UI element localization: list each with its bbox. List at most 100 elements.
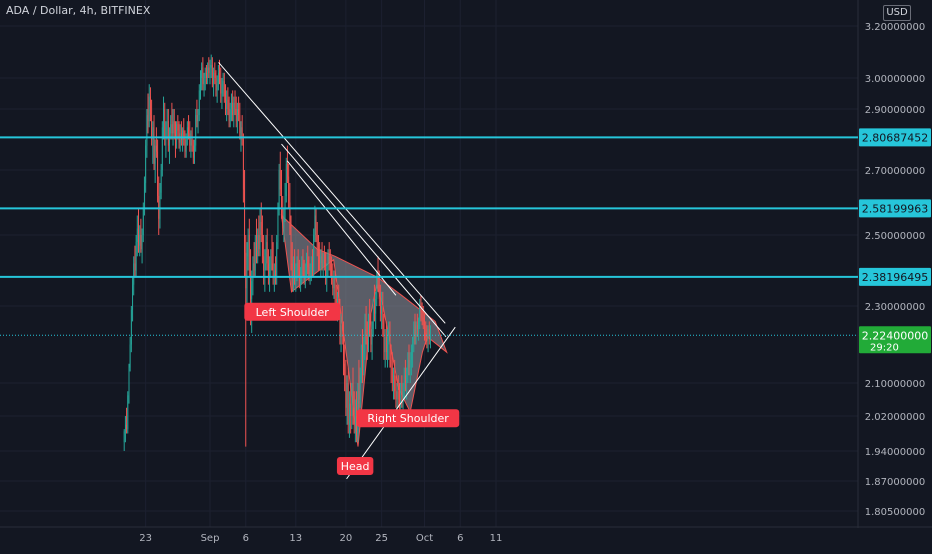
candle <box>421 302 423 326</box>
candle <box>143 176 145 216</box>
candle-body <box>209 67 211 73</box>
candle-body <box>219 72 220 78</box>
candle <box>214 62 216 85</box>
candle-body <box>310 263 312 271</box>
candle <box>242 133 244 203</box>
candle <box>266 228 268 271</box>
symbol-title[interactable]: ADA / Dollar, 4h, BITFINEX <box>6 4 151 17</box>
candle <box>373 284 375 322</box>
candle <box>428 321 430 345</box>
candle-body <box>252 263 254 282</box>
candle <box>290 215 292 271</box>
candle-body <box>371 329 373 345</box>
candle <box>171 102 173 140</box>
candle-body <box>412 344 413 353</box>
candle-body <box>145 145 147 183</box>
candle <box>385 321 387 360</box>
candle <box>196 99 198 128</box>
candle-body <box>425 332 427 337</box>
price-level-tag-label: 2.80687452 <box>862 131 928 144</box>
candle-body <box>220 78 222 94</box>
currency-button[interactable]: USD <box>883 5 911 21</box>
candle <box>342 321 344 376</box>
candle-body <box>157 151 159 196</box>
candle-body <box>388 336 390 345</box>
candle-body <box>343 336 344 364</box>
pattern-label-bg <box>244 302 341 321</box>
candle <box>379 284 381 322</box>
candle-body <box>409 359 411 368</box>
x-tick-label: 6 <box>243 533 249 544</box>
trendlines[interactable] <box>218 62 456 480</box>
candle-body <box>260 222 262 235</box>
candle <box>138 209 139 253</box>
pattern-label-text: Right Shoulder <box>367 412 449 425</box>
candle <box>321 242 323 271</box>
candle <box>265 235 267 271</box>
candle-body <box>406 375 408 383</box>
candle-body <box>166 121 168 128</box>
candle-body <box>213 72 214 85</box>
candle-body <box>402 391 404 400</box>
candle <box>248 218 250 278</box>
candle-body <box>327 256 329 271</box>
candle <box>160 163 162 200</box>
candle <box>412 336 414 368</box>
horizontal-levels[interactable]: 2.806874522.581999632.381964952.22030901… <box>0 128 931 354</box>
candle <box>365 306 367 345</box>
candle-body <box>164 109 166 140</box>
candle <box>128 363 130 404</box>
candle <box>281 170 282 219</box>
candle-body <box>288 176 290 203</box>
candle-body <box>362 359 363 368</box>
candle-body <box>325 263 327 278</box>
pattern-label-bg <box>356 409 460 428</box>
candle-body <box>403 375 405 392</box>
candle-body <box>283 215 285 229</box>
candle-body <box>189 133 191 146</box>
candle-body <box>359 375 361 400</box>
candle <box>307 245 309 275</box>
candle-body <box>173 121 175 134</box>
candle <box>141 228 143 264</box>
candle <box>193 139 195 164</box>
candle-body <box>133 263 135 285</box>
price-level-tag: 2.38196495 <box>859 267 931 286</box>
candle <box>241 115 243 146</box>
y-tick-label: 1.80500000 <box>865 507 925 518</box>
candle-body <box>261 235 263 257</box>
candle-body <box>294 270 296 278</box>
candle-body <box>364 329 366 345</box>
x-tick-label: 25 <box>375 533 388 544</box>
candle <box>419 298 421 330</box>
candle <box>292 256 294 292</box>
candle-body <box>351 391 353 416</box>
trendline[interactable] <box>218 62 446 324</box>
candle-body <box>383 329 385 353</box>
trendline[interactable] <box>286 160 397 296</box>
candle <box>390 344 392 383</box>
candle <box>147 93 149 134</box>
time-axis-bg <box>0 528 932 550</box>
candle <box>362 329 364 383</box>
candle-body <box>251 281 253 299</box>
trendline[interactable] <box>281 143 447 338</box>
y-tick-label: 3.20000000 <box>865 22 925 33</box>
candle <box>159 183 161 229</box>
candle <box>191 127 193 152</box>
candle <box>199 70 201 100</box>
candle-body <box>146 115 148 146</box>
candle-body <box>147 115 149 122</box>
candle-body <box>312 263 313 271</box>
candle-body <box>316 235 318 250</box>
candle-body <box>172 121 174 134</box>
candle-body <box>304 270 306 278</box>
trendline[interactable] <box>346 326 456 480</box>
candle-body <box>297 263 299 271</box>
candle <box>255 218 257 264</box>
candle <box>350 383 352 434</box>
candle <box>408 344 410 376</box>
candle <box>184 130 186 158</box>
